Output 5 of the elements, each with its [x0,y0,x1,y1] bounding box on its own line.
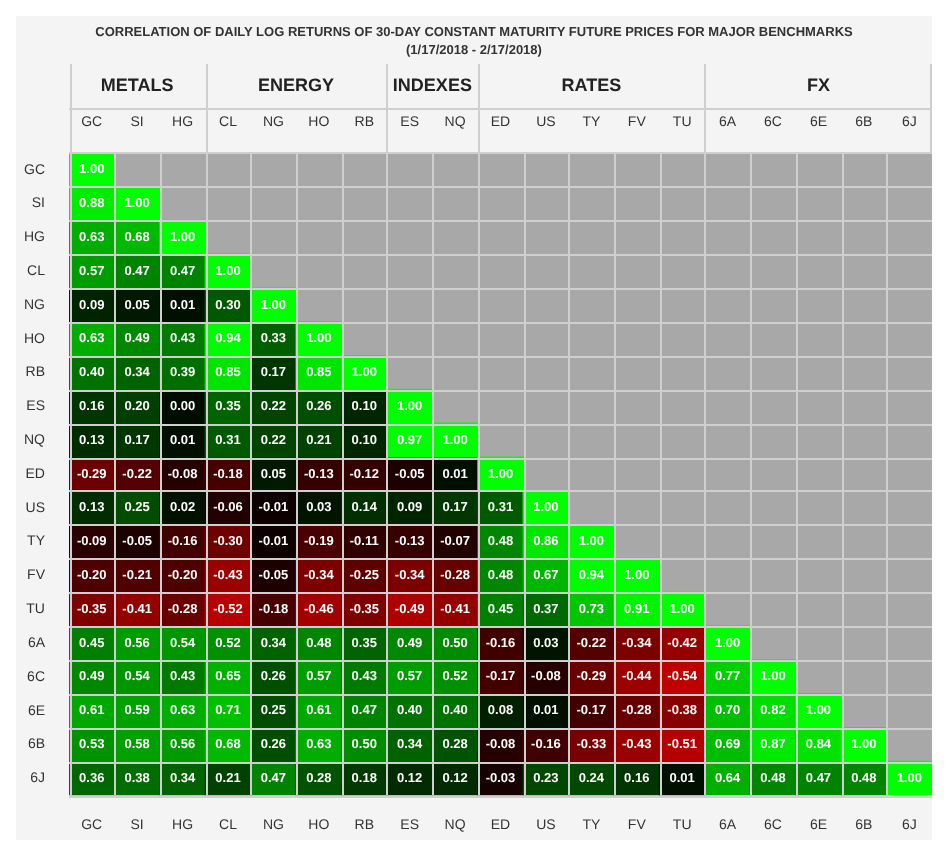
text: FX [806,74,830,95]
text: METALS [100,74,174,95]
text: INDEXES [392,74,472,95]
text: RATES [561,74,622,95]
text: ENERGY [258,74,335,95]
